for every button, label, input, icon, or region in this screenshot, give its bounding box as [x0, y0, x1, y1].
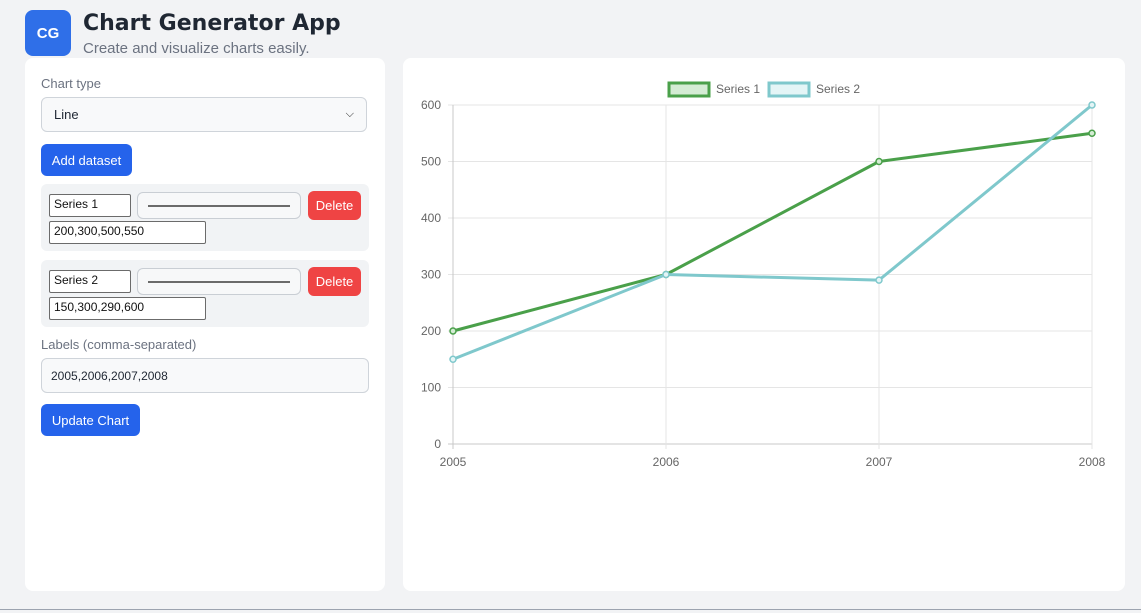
dataset-row: Series 2 Delete 150,300,290,600 — [41, 260, 369, 327]
y-tick-label: 600 — [421, 98, 441, 112]
dataset-values-input[interactable]: 150,300,290,600 — [49, 297, 206, 320]
legend-swatch — [767, 81, 811, 98]
app-logo: CG — [25, 10, 71, 56]
legend-label: Series 1 — [716, 82, 760, 96]
delete-dataset-button[interactable]: Delete — [308, 267, 361, 296]
dataset-name-input[interactable]: Series 1 — [49, 194, 131, 217]
controls-panel: Chart type Line ⌵ Add dataset Series 1 D… — [25, 58, 385, 591]
dataset-values-input[interactable]: 200,300,500,550 — [49, 221, 206, 244]
line-chart: 0 100 200 300 400 500 600 2005 2006 2007 2008 Serie… — [421, 81, 1106, 469]
legend-swatch — [667, 81, 711, 98]
chart-type-label: Chart type — [41, 76, 101, 91]
data-point — [875, 276, 883, 284]
y-tick-label: 200 — [421, 324, 441, 338]
data-point — [1088, 129, 1096, 137]
data-point — [1088, 101, 1096, 109]
delete-dataset-button[interactable]: Delete — [308, 191, 361, 220]
x-tick-label: 2008 — [1079, 455, 1106, 469]
x-tick-label: 2007 — [866, 455, 893, 469]
legend-label: Series 2 — [816, 82, 860, 96]
labels-label: Labels (comma-separated) — [41, 337, 197, 352]
series-line — [452, 131, 1093, 333]
app-subtitle: Create and visualize charts easily. — [83, 40, 310, 57]
dataset-row: Series 1 Delete 200,300,500,550 — [41, 184, 369, 251]
chart-panel: 0 100 200 300 400 500 600 2005 2006 2007 2008 Serie… — [403, 58, 1125, 591]
labels-input[interactable]: 2005,2006,2007,2008 — [41, 358, 369, 393]
update-chart-button[interactable]: Update Chart — [41, 404, 140, 436]
y-tick-label: 100 — [421, 381, 441, 395]
chart-type-value: Line — [54, 107, 79, 122]
series-line — [452, 103, 1093, 361]
app-title: Chart Generator App — [83, 11, 341, 36]
dataset-color-picker[interactable] — [137, 192, 301, 219]
x-tick-label: 2005 — [440, 455, 467, 469]
data-point — [449, 355, 457, 363]
x-tick-label: 2006 — [653, 455, 680, 469]
window-bottom-edge — [0, 609, 1141, 610]
chevron-down-icon: ⌵ — [345, 108, 354, 120]
y-tick-label: 400 — [421, 211, 441, 225]
data-point — [662, 270, 670, 279]
dataset-name-input[interactable]: Series 2 — [49, 270, 131, 293]
chart-type-select[interactable]: Line ⌵ — [41, 97, 367, 132]
y-tick-label: 0 — [434, 437, 441, 451]
data-point — [449, 327, 457, 335]
data-point — [875, 157, 883, 166]
add-dataset-button[interactable]: Add dataset — [41, 144, 132, 176]
dataset-color-picker[interactable] — [137, 268, 301, 295]
y-tick-label: 300 — [421, 268, 441, 282]
y-tick-label: 500 — [421, 155, 441, 169]
